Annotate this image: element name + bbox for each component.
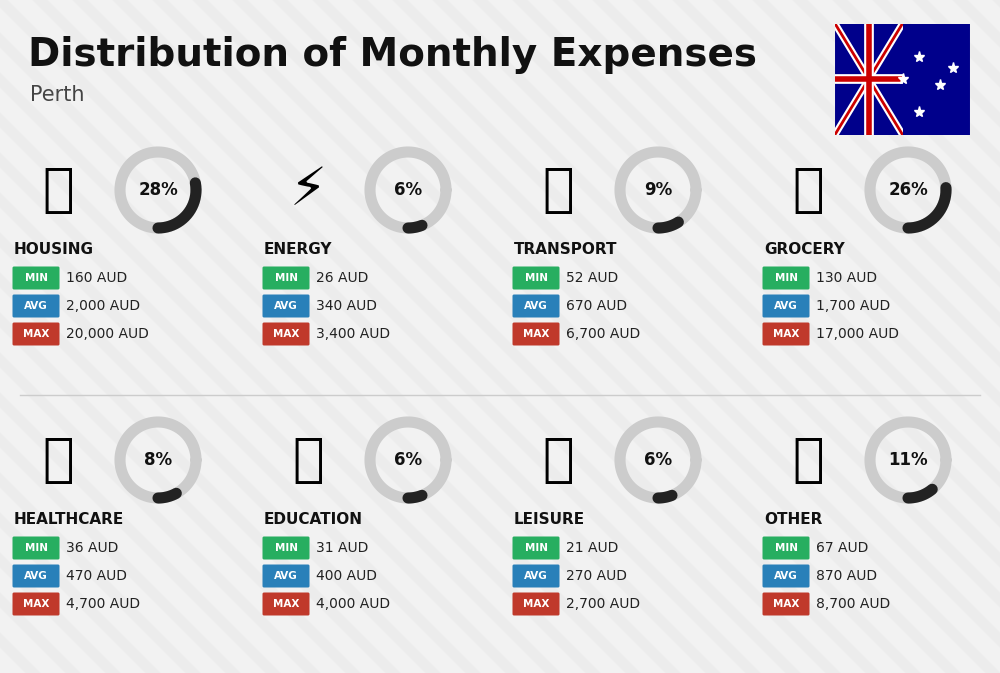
Text: 17,000 AUD: 17,000 AUD [816, 327, 899, 341]
FancyBboxPatch shape [262, 592, 310, 616]
FancyBboxPatch shape [262, 267, 310, 289]
FancyBboxPatch shape [512, 592, 560, 616]
FancyBboxPatch shape [12, 565, 60, 588]
Text: 4,700 AUD: 4,700 AUD [66, 597, 140, 611]
Text: AVG: AVG [524, 301, 548, 311]
Text: TRANSPORT: TRANSPORT [514, 242, 618, 258]
FancyBboxPatch shape [763, 536, 810, 559]
FancyBboxPatch shape [763, 322, 810, 345]
FancyBboxPatch shape [834, 22, 971, 137]
FancyBboxPatch shape [512, 565, 560, 588]
Text: 11%: 11% [888, 451, 928, 469]
FancyBboxPatch shape [763, 565, 810, 588]
Text: OTHER: OTHER [764, 513, 822, 528]
Text: 470 AUD: 470 AUD [66, 569, 127, 583]
Text: 8%: 8% [144, 451, 172, 469]
Text: 4,000 AUD: 4,000 AUD [316, 597, 390, 611]
FancyBboxPatch shape [262, 295, 310, 318]
FancyBboxPatch shape [262, 565, 310, 588]
Text: MAX: MAX [523, 329, 549, 339]
Text: 🎓: 🎓 [292, 434, 324, 486]
Text: AVG: AVG [24, 301, 48, 311]
Text: 20,000 AUD: 20,000 AUD [66, 327, 149, 341]
Text: 🛍: 🛍 [542, 434, 574, 486]
Text: 6%: 6% [394, 451, 422, 469]
Text: HEALTHCARE: HEALTHCARE [14, 513, 124, 528]
Text: MAX: MAX [273, 329, 299, 339]
Text: 2,000 AUD: 2,000 AUD [66, 299, 140, 313]
Text: MAX: MAX [23, 599, 49, 609]
Text: 💰: 💰 [792, 434, 824, 486]
Text: HOUSING: HOUSING [14, 242, 94, 258]
FancyBboxPatch shape [763, 295, 810, 318]
Text: EDUCATION: EDUCATION [264, 513, 363, 528]
Text: 2,700 AUD: 2,700 AUD [566, 597, 640, 611]
Text: Perth: Perth [30, 85, 84, 105]
Text: 31 AUD: 31 AUD [316, 541, 368, 555]
Text: MIN: MIN [274, 543, 298, 553]
Text: 21 AUD: 21 AUD [566, 541, 618, 555]
Text: 8,700 AUD: 8,700 AUD [816, 597, 890, 611]
Text: MIN: MIN [24, 273, 48, 283]
Text: 26 AUD: 26 AUD [316, 271, 368, 285]
Text: MAX: MAX [773, 599, 799, 609]
Text: 3,400 AUD: 3,400 AUD [316, 327, 390, 341]
Text: 340 AUD: 340 AUD [316, 299, 377, 313]
FancyBboxPatch shape [12, 267, 60, 289]
Text: 6%: 6% [644, 451, 672, 469]
Text: LEISURE: LEISURE [514, 513, 585, 528]
FancyBboxPatch shape [763, 592, 810, 616]
FancyBboxPatch shape [12, 322, 60, 345]
FancyBboxPatch shape [512, 295, 560, 318]
FancyBboxPatch shape [512, 322, 560, 345]
Text: 1,700 AUD: 1,700 AUD [816, 299, 890, 313]
FancyBboxPatch shape [512, 267, 560, 289]
Text: 870 AUD: 870 AUD [816, 569, 877, 583]
Text: 28%: 28% [138, 181, 178, 199]
FancyBboxPatch shape [12, 592, 60, 616]
Text: 🛒: 🛒 [792, 164, 824, 216]
Text: 🏙: 🏙 [42, 164, 74, 216]
Text: AVG: AVG [274, 571, 298, 581]
Text: 36 AUD: 36 AUD [66, 541, 118, 555]
Text: GROCERY: GROCERY [764, 242, 845, 258]
Text: MIN: MIN [774, 273, 798, 283]
Text: ⚡: ⚡ [290, 164, 326, 216]
Text: MIN: MIN [524, 543, 548, 553]
Text: MAX: MAX [773, 329, 799, 339]
Text: MAX: MAX [273, 599, 299, 609]
FancyBboxPatch shape [763, 267, 810, 289]
Text: 130 AUD: 130 AUD [816, 271, 877, 285]
Text: AVG: AVG [774, 571, 798, 581]
FancyBboxPatch shape [512, 536, 560, 559]
Text: 67 AUD: 67 AUD [816, 541, 868, 555]
Text: ENERGY: ENERGY [264, 242, 332, 258]
Text: 400 AUD: 400 AUD [316, 569, 377, 583]
Text: 52 AUD: 52 AUD [566, 271, 618, 285]
FancyBboxPatch shape [12, 536, 60, 559]
Text: 270 AUD: 270 AUD [566, 569, 627, 583]
Text: 670 AUD: 670 AUD [566, 299, 627, 313]
Text: 160 AUD: 160 AUD [66, 271, 127, 285]
Text: 26%: 26% [888, 181, 928, 199]
FancyBboxPatch shape [262, 536, 310, 559]
Text: AVG: AVG [524, 571, 548, 581]
Text: MIN: MIN [524, 273, 548, 283]
Text: 💙: 💙 [42, 434, 74, 486]
Text: MIN: MIN [24, 543, 48, 553]
Text: MAX: MAX [523, 599, 549, 609]
Text: MIN: MIN [274, 273, 298, 283]
Text: 🚌: 🚌 [542, 164, 574, 216]
FancyBboxPatch shape [262, 322, 310, 345]
Text: AVG: AVG [274, 301, 298, 311]
Text: Distribution of Monthly Expenses: Distribution of Monthly Expenses [28, 36, 757, 74]
Text: MIN: MIN [774, 543, 798, 553]
Text: 6%: 6% [394, 181, 422, 199]
Text: 6,700 AUD: 6,700 AUD [566, 327, 640, 341]
Text: MAX: MAX [23, 329, 49, 339]
Text: AVG: AVG [774, 301, 798, 311]
FancyBboxPatch shape [12, 295, 60, 318]
Text: 9%: 9% [644, 181, 672, 199]
Text: AVG: AVG [24, 571, 48, 581]
